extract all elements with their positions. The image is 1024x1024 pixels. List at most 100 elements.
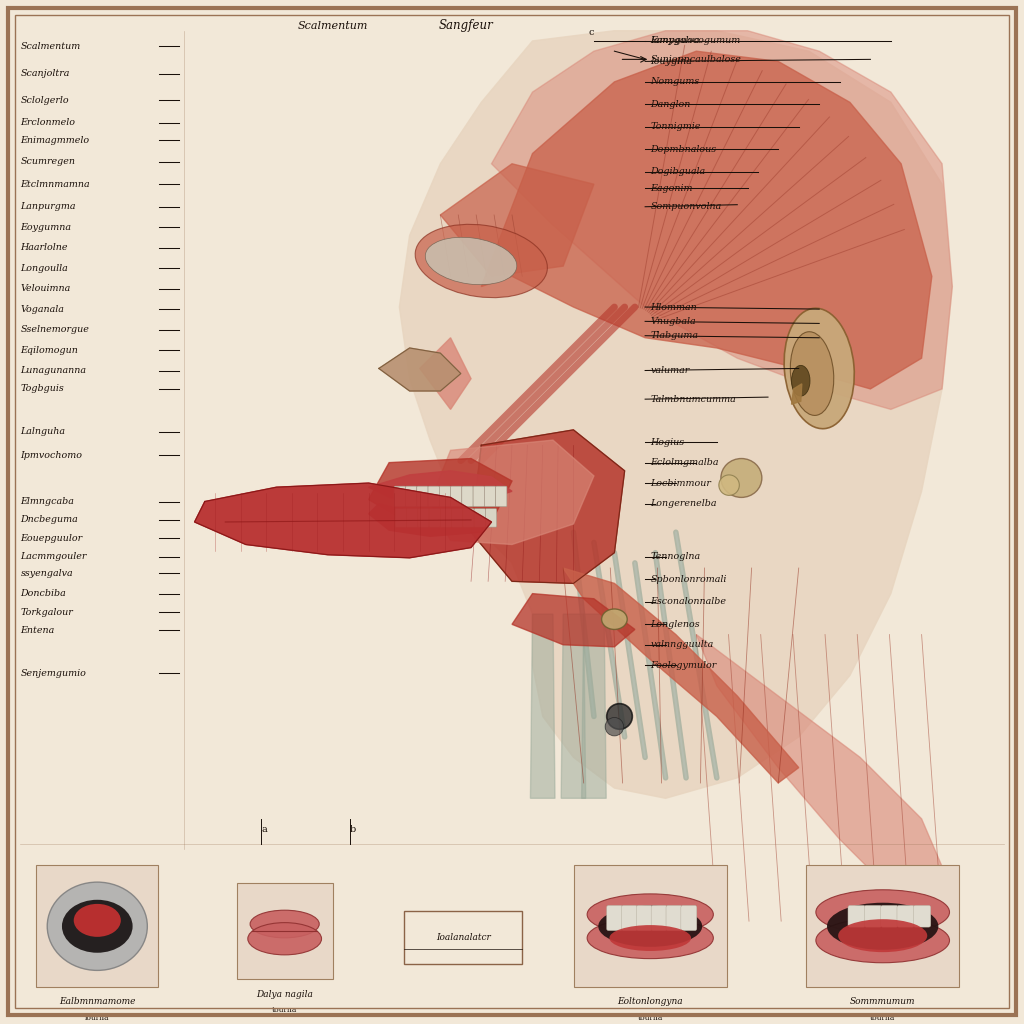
Text: Scalmentum: Scalmentum [20, 42, 81, 50]
Text: Eqilomogun: Eqilomogun [20, 345, 79, 354]
Text: tourna: tourna [638, 1014, 663, 1022]
Text: Scanjoltra: Scanjoltra [20, 70, 70, 78]
Text: Lalnguha: Lalnguha [20, 427, 66, 436]
Text: Locbimmour: Locbimmour [650, 478, 711, 487]
Ellipse shape [792, 366, 810, 396]
Text: Ipmvochomo: Ipmvochomo [20, 451, 83, 460]
Text: Erclonmelo: Erclonmelo [20, 119, 76, 127]
Text: Sommmumum: Sommmumum [850, 997, 915, 1007]
FancyBboxPatch shape [666, 905, 682, 931]
Text: a: a [261, 824, 267, 834]
FancyBboxPatch shape [496, 486, 507, 507]
Text: Ioalanalatcr: Ioalanalatcr [436, 933, 492, 942]
Text: Senjemgumio: Senjemgumio [20, 669, 86, 678]
Text: Dopmbnalous: Dopmbnalous [650, 145, 717, 154]
Ellipse shape [601, 609, 627, 630]
Text: Foologymulor: Foologymulor [650, 660, 717, 670]
Polygon shape [530, 614, 555, 799]
FancyBboxPatch shape [452, 509, 463, 527]
Ellipse shape [838, 920, 928, 952]
Text: Longoulla: Longoulla [20, 263, 69, 272]
Text: Dalya nagila: Dalya nagila [256, 990, 313, 998]
Text: Haarlolne: Haarlolne [20, 243, 68, 252]
Polygon shape [481, 51, 932, 389]
Text: Hlomman: Hlomman [650, 302, 697, 311]
Polygon shape [430, 440, 594, 545]
Polygon shape [512, 594, 635, 647]
Text: Esconalonnalbe: Esconalonnalbe [650, 597, 726, 606]
Text: Tonnigmie: Tonnigmie [650, 123, 700, 131]
Ellipse shape [827, 903, 938, 950]
Polygon shape [399, 31, 952, 799]
FancyBboxPatch shape [864, 905, 882, 927]
FancyBboxPatch shape [474, 509, 485, 527]
FancyBboxPatch shape [681, 905, 696, 931]
Text: Lacmmgouler: Lacmmgouler [20, 552, 87, 561]
Text: Togbguis: Togbguis [20, 384, 65, 393]
Text: Ealbmnmamome: Ealbmnmamome [59, 997, 135, 1007]
FancyBboxPatch shape [395, 509, 407, 527]
Text: Eanpguocogumum: Eanpguocogumum [650, 37, 740, 45]
Ellipse shape [47, 882, 147, 971]
Text: Eouepguulor: Eouepguulor [20, 534, 83, 543]
Text: Iamygalva: Iamygalva [650, 37, 699, 45]
Ellipse shape [248, 923, 322, 954]
Polygon shape [471, 430, 625, 584]
Text: Scalmentum: Scalmentum [298, 20, 368, 31]
Polygon shape [379, 348, 461, 391]
FancyBboxPatch shape [463, 509, 474, 527]
FancyBboxPatch shape [485, 509, 497, 527]
Text: Velouimna: Velouimna [20, 284, 71, 293]
Text: Vnugbala: Vnugbala [650, 316, 696, 326]
FancyBboxPatch shape [237, 884, 333, 980]
FancyBboxPatch shape [473, 486, 484, 507]
Text: Sompuonvolna: Sompuonvolna [650, 203, 722, 211]
Polygon shape [440, 164, 594, 276]
FancyBboxPatch shape [484, 486, 496, 507]
FancyBboxPatch shape [429, 509, 440, 527]
Ellipse shape [587, 918, 714, 958]
Polygon shape [561, 614, 586, 799]
Text: Danglon: Danglon [650, 100, 690, 109]
Text: tourna: tourna [272, 1007, 297, 1014]
FancyBboxPatch shape [406, 486, 417, 507]
Ellipse shape [587, 894, 714, 935]
Text: Hogius: Hogius [650, 437, 684, 446]
FancyBboxPatch shape [913, 905, 931, 927]
Text: valnngguulta: valnngguulta [650, 640, 714, 649]
Text: Talmbnumcumma: Talmbnumcumma [650, 394, 736, 403]
Text: Tennoglna: Tennoglna [650, 552, 700, 561]
FancyBboxPatch shape [897, 905, 914, 927]
Polygon shape [369, 459, 512, 524]
Ellipse shape [415, 224, 548, 298]
Text: Sclolgerlo: Sclolgerlo [20, 96, 69, 104]
Ellipse shape [791, 332, 834, 416]
Polygon shape [563, 568, 799, 783]
Ellipse shape [609, 925, 691, 951]
Text: Entena: Entena [20, 626, 54, 635]
Text: Dncbeguma: Dncbeguma [20, 515, 78, 524]
Ellipse shape [606, 703, 632, 729]
Ellipse shape [721, 459, 762, 498]
Polygon shape [582, 614, 606, 799]
Ellipse shape [605, 718, 624, 736]
Text: Scumregen: Scumregen [20, 158, 76, 166]
Text: Enimagmmelo: Enimagmmelo [20, 136, 90, 144]
Ellipse shape [719, 475, 739, 496]
Text: c: c [589, 29, 594, 37]
FancyBboxPatch shape [622, 905, 637, 931]
Text: Sselnemorgue: Sselnemorgue [20, 325, 89, 334]
Ellipse shape [250, 910, 319, 938]
FancyBboxPatch shape [417, 486, 428, 507]
Text: lourna: lourna [85, 1014, 110, 1022]
FancyBboxPatch shape [404, 911, 522, 965]
FancyBboxPatch shape [636, 905, 652, 931]
FancyBboxPatch shape [848, 905, 865, 927]
Text: Eoltonlongyna: Eoltonlongyna [617, 997, 683, 1007]
FancyBboxPatch shape [407, 509, 418, 527]
Ellipse shape [784, 308, 854, 429]
FancyBboxPatch shape [439, 486, 451, 507]
Text: Eoygumna: Eoygumna [20, 222, 72, 231]
Text: Lunagunanna: Lunagunanna [20, 366, 86, 375]
FancyBboxPatch shape [462, 486, 473, 507]
